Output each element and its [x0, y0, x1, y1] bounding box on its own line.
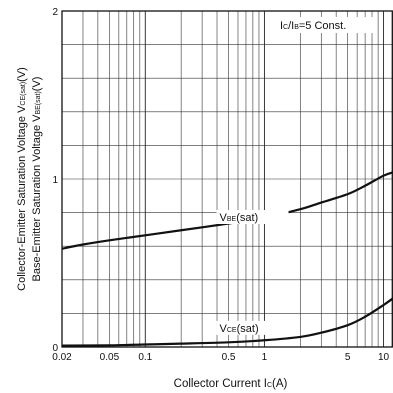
plot-frame: [61, 10, 393, 348]
y-tick-label: 0: [52, 343, 58, 354]
x-tick-label: 10: [378, 352, 390, 363]
series-vbe-label: VBE(sat): [220, 212, 259, 224]
y-tick-label: 1: [52, 175, 58, 186]
x-axis-title: Collector Current IC(A): [174, 378, 288, 390]
tick-labels: 0.02 0.05 0.1 0.5 1 5 10 0 1 2: [52, 7, 389, 363]
series-label-mask: [216, 210, 289, 224]
x-tick-label: 0.1: [138, 352, 152, 363]
axis-titles: Collector Current IC(A) Collector-Emitter…: [16, 67, 288, 390]
labels: VBE(sat) VCE(sat) IC/IB=5 Const.: [216, 17, 376, 335]
x-tick-label: 1: [262, 352, 268, 363]
y-tick-label: 2: [52, 7, 58, 18]
x-tick-label: 0.05: [100, 352, 120, 363]
x-tick-label: 5: [345, 352, 351, 363]
y-axis-title-2: Base-Emitter Saturation Voltage VBE(sat)…: [31, 77, 43, 282]
x-tick-label: 0.02: [52, 352, 72, 363]
series-vce-line: [62, 297, 393, 347]
y-axis-title-1: Collector-Emitter Saturation Voltage VCE…: [16, 67, 28, 291]
x-tick-label: 0.5: [222, 352, 236, 363]
condition-box: [275, 17, 376, 33]
condition-label: IC/IB=5 Const.: [280, 20, 346, 32]
curves: [62, 171, 393, 347]
grid: [61, 11, 393, 347]
series-label-mask: [216, 320, 289, 335]
series-vce-label: VCE(sat): [220, 323, 259, 335]
